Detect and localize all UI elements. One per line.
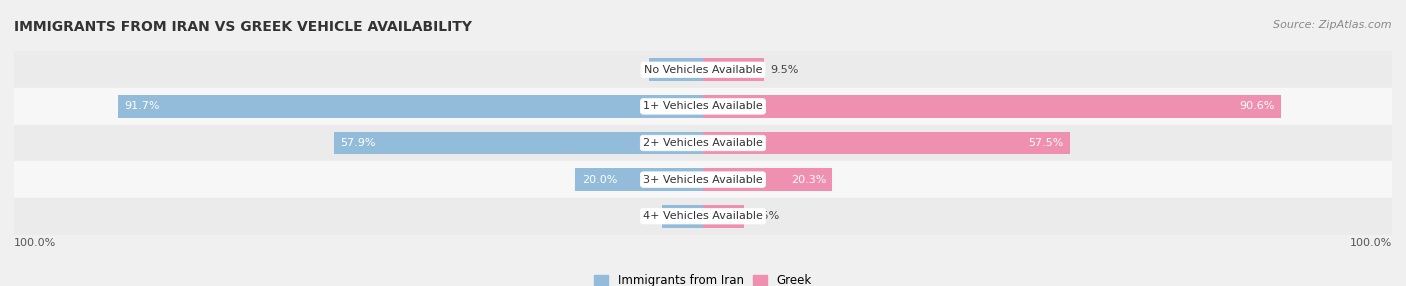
Text: 20.3%: 20.3% xyxy=(790,175,827,184)
Bar xyxy=(703,95,1281,118)
Text: 100.0%: 100.0% xyxy=(1350,238,1392,248)
Bar xyxy=(703,168,832,191)
Bar xyxy=(14,161,1392,198)
Text: 2+ Vehicles Available: 2+ Vehicles Available xyxy=(643,138,763,148)
Text: 57.5%: 57.5% xyxy=(1028,138,1063,148)
Bar xyxy=(575,168,703,191)
Text: 1+ Vehicles Available: 1+ Vehicles Available xyxy=(643,102,763,111)
Text: Source: ZipAtlas.com: Source: ZipAtlas.com xyxy=(1274,20,1392,30)
Text: 20.0%: 20.0% xyxy=(582,175,617,184)
Text: 100.0%: 100.0% xyxy=(14,238,56,248)
Bar xyxy=(14,125,1392,161)
Bar xyxy=(14,88,1392,125)
Bar xyxy=(703,132,1070,154)
Legend: Immigrants from Iran, Greek: Immigrants from Iran, Greek xyxy=(595,274,811,286)
Text: 57.9%: 57.9% xyxy=(340,138,375,148)
Bar xyxy=(662,205,703,228)
Text: 9.5%: 9.5% xyxy=(770,65,799,75)
Bar xyxy=(333,132,703,154)
Text: 91.7%: 91.7% xyxy=(124,102,160,111)
Text: 4+ Vehicles Available: 4+ Vehicles Available xyxy=(643,211,763,221)
Text: 8.4%: 8.4% xyxy=(655,65,685,75)
Bar xyxy=(650,58,703,81)
Text: IMMIGRANTS FROM IRAN VS GREEK VEHICLE AVAILABILITY: IMMIGRANTS FROM IRAN VS GREEK VEHICLE AV… xyxy=(14,20,472,34)
Text: 90.6%: 90.6% xyxy=(1239,102,1275,111)
Text: 6.5%: 6.5% xyxy=(668,211,696,221)
Bar xyxy=(703,205,744,228)
Bar xyxy=(14,198,1392,235)
Bar xyxy=(118,95,703,118)
Bar xyxy=(703,58,763,81)
Bar xyxy=(14,51,1392,88)
Text: No Vehicles Available: No Vehicles Available xyxy=(644,65,762,75)
Text: 3+ Vehicles Available: 3+ Vehicles Available xyxy=(643,175,763,184)
Text: 6.5%: 6.5% xyxy=(751,211,779,221)
